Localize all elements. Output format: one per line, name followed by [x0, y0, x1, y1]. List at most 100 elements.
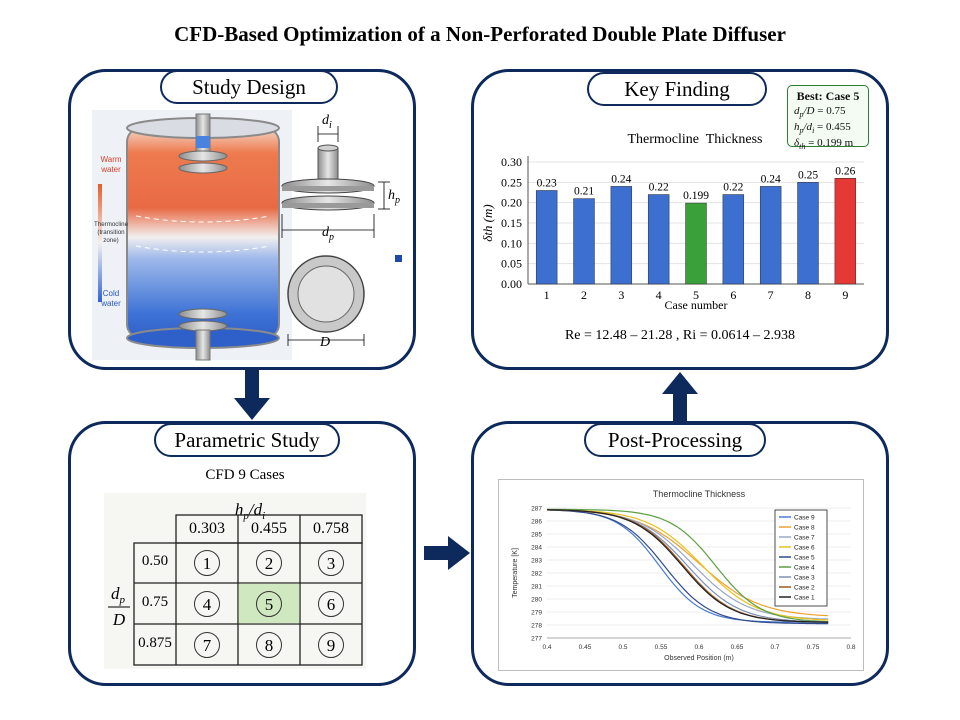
- line-xtick-label: 0.65: [731, 644, 744, 651]
- legend-entry: Case 1: [794, 595, 815, 602]
- line-ytick-label: 280: [531, 597, 542, 604]
- bottom-diffuser-plate: [178, 308, 228, 320]
- bar-xtick-label: 4: [656, 288, 662, 302]
- bar-case-1: [535, 190, 558, 285]
- case-cell-8: 8: [256, 632, 282, 658]
- bar-case-3: [610, 186, 633, 285]
- best-case-box: Best: Case 5 dp/D = 0.75 hp/di = 0.455 δ…: [787, 85, 869, 152]
- line-x-axis-label: Observed Position (m): [664, 655, 734, 662]
- key-finding-label: Key Finding: [587, 72, 767, 106]
- line-legend-box: [774, 509, 828, 607]
- case-cell-1: 1: [194, 550, 220, 576]
- line-ytick-label: 278: [531, 623, 542, 630]
- line-xtick-label: 0.6: [694, 644, 703, 651]
- D-dimension-label: D: [319, 335, 330, 350]
- line-xtick-label: 0.55: [655, 644, 668, 651]
- case-cell-3: 3: [318, 550, 344, 576]
- line-ytick-label: 281: [531, 584, 542, 591]
- legend-entry: Case 7: [794, 535, 815, 542]
- col-value-0: 0.303: [189, 520, 225, 537]
- figure-title: CFD-Based Optimization of a Non-Perforat…: [174, 22, 786, 46]
- bar-xtick-label: 8: [805, 288, 811, 302]
- bar-ytick-label: 0.05: [501, 257, 522, 271]
- best-dp-D: dp/D = 0.75: [794, 105, 846, 120]
- best-hp-di: hp/di = 0.455: [794, 121, 851, 136]
- row-value-2: 0.875: [138, 635, 172, 651]
- legend-entry: Case 8: [794, 525, 815, 532]
- marker-square: [395, 255, 402, 262]
- diffuser-top-view-inner: [297, 265, 355, 323]
- legend-entry: Case 2: [794, 585, 815, 592]
- warm-water-label: Warm water: [100, 155, 122, 174]
- line-xtick-label: 0.4: [542, 644, 551, 651]
- bar-case-8: [797, 182, 819, 285]
- bar-ytick-label: 0.15: [501, 216, 522, 230]
- bar-case-6: [722, 194, 745, 285]
- line-chart-title: Thermocline Thickness: [653, 489, 746, 499]
- dp-dimension-label: dp: [322, 225, 334, 243]
- tank-schematic: Warm water Thermocline (transition zone) Co…: [92, 110, 402, 361]
- temperature-profile-line-chart: Thermocline Thickness 277 278 279 280 281 282 2…: [512, 489, 856, 662]
- parametric-subtitle: CFD 9 Cases: [205, 467, 285, 483]
- study-design-label: Study Design: [160, 70, 338, 104]
- bar-value-label: 0.21: [574, 186, 594, 198]
- case-cell-6: 6: [318, 591, 344, 617]
- bar-value-label: 0.22: [649, 182, 669, 194]
- case-cell-9: 9: [318, 632, 344, 658]
- line-xtick-label: 0.75: [807, 644, 820, 651]
- line-chart-frame: Thermocline Thickness 277 278 279 280 281 282 2…: [498, 479, 864, 671]
- case-cell-5: 5: [256, 591, 282, 617]
- legend-entry: Case 3: [794, 575, 815, 582]
- best-delta-th: δth = 0.199 m: [794, 137, 854, 152]
- col-value-2: 0.758: [313, 520, 349, 537]
- bar-value-label: 0.24: [611, 173, 631, 185]
- legend-entry: Case 5: [794, 555, 815, 562]
- parametric-study-label: Parametric Study: [154, 423, 340, 457]
- bar-ytick-label: 0.00: [501, 277, 522, 291]
- bar-xtick-label: 7: [768, 288, 774, 302]
- bar-ytick-label: 0.25: [501, 175, 522, 189]
- col-header-hp-di: hp/di: [235, 500, 265, 522]
- bar-xtick-label: 3: [618, 288, 624, 302]
- line-series-case-1: [546, 509, 829, 623]
- row-header-D: D: [112, 610, 126, 629]
- bar-value-label: 0.26: [835, 165, 855, 177]
- line-xtick-label: 0.8: [846, 644, 855, 651]
- temperature-scale-bar: [98, 184, 102, 302]
- bar-ytick-label: 0.10: [501, 236, 522, 250]
- thermocline-thickness-bar-chart: 0.00 0.05 0.10 0.15 0.20 0.25 0.30 0.23 1 0.21 2 0.…: [480, 155, 864, 310]
- line-series-case-5: [546, 509, 829, 625]
- line-ytick-label: 282: [531, 571, 542, 578]
- line-ytick-label: 286: [531, 519, 542, 526]
- line-ytick-label: 279: [531, 610, 542, 617]
- legend-entry: Case 6: [794, 545, 815, 552]
- legend-entry: Case 9: [794, 515, 815, 522]
- re-ri-range: Re = 12.48 – 21.28 , Ri = 0.0614 – 2.938: [564, 328, 796, 343]
- line-ytick-label: 287: [531, 506, 542, 513]
- line-xtick-label: 0.7: [770, 644, 779, 651]
- line-xtick-label: 0.45: [579, 644, 592, 651]
- bar-xtick-label: 5: [693, 288, 699, 302]
- top-diffuser-plate: [178, 150, 228, 162]
- line-series-case-4: [547, 508, 829, 623]
- case-cell-2: 2: [256, 550, 282, 576]
- bar-xtick-label: 2: [581, 288, 587, 302]
- bar-case-5: [685, 202, 707, 285]
- line-series-case-6: [547, 509, 829, 621]
- bar-xtick-label: 6: [730, 288, 736, 302]
- case-cell-4: 4: [194, 591, 220, 617]
- bar-case-4: [647, 194, 670, 285]
- bar-value-label: 0.23: [537, 177, 557, 189]
- bar-chart-title: Thermocline Thickness: [627, 132, 763, 147]
- bar-value-label: 0.24: [761, 173, 781, 185]
- bar-xtick-label: 1: [544, 288, 550, 302]
- row-value-0: 0.50: [141, 553, 169, 569]
- case-cell-7: 7: [194, 632, 220, 658]
- arrow-up: [662, 372, 698, 422]
- line-ytick-label: 285: [531, 532, 542, 539]
- bar-y-axis-label: δth (m): [480, 204, 495, 241]
- arrow-right: [424, 536, 470, 570]
- bar-x-axis-label: Case number: [665, 298, 728, 310]
- case-matrix: hp/di dp D 0.303 0.455 0.758 0.50 0.75 0…: [104, 493, 366, 669]
- col-value-1: 0.455: [251, 520, 287, 537]
